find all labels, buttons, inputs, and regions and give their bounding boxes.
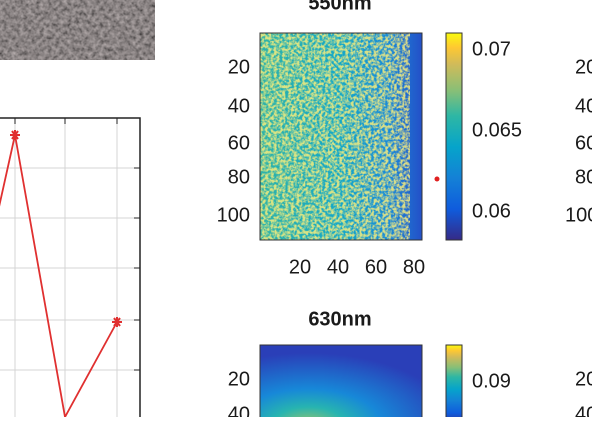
- colorbar-tick-label: 0.06: [472, 200, 511, 222]
- x-tick-label: 20: [289, 256, 311, 278]
- y-tick-label: 40: [575, 95, 592, 117]
- colorbar-tick-label: 0.09: [472, 370, 511, 392]
- y-tick-label: 40: [228, 95, 250, 117]
- heatmap-frame: [259, 32, 423, 241]
- y-tick-label: 20: [575, 368, 592, 390]
- panel-title: 630nm: [308, 308, 371, 330]
- colorbar: [445, 32, 463, 241]
- y-tick-label: 80: [228, 166, 250, 188]
- y-tick-label: 20: [575, 56, 592, 78]
- marker-dot: [434, 176, 440, 182]
- colorbar: [445, 344, 463, 422]
- y-tick-label: 40: [228, 403, 250, 417]
- y-tick-label: 100: [217, 204, 250, 226]
- y-tick-label: 20: [228, 56, 250, 78]
- heatmap-speckle: [260, 33, 410, 240]
- x-tick-label: 60: [365, 256, 387, 278]
- panel-title: 550nm: [308, 0, 371, 14]
- y-tick-label: 80: [575, 166, 592, 188]
- y-tick-label: 100: [565, 204, 592, 226]
- y-tick-label: 40: [575, 403, 592, 417]
- colorbar-tick-label: 0.065: [472, 119, 522, 141]
- x-tick-label: 80: [403, 256, 425, 278]
- colorbar-tick-label: 0.07: [472, 38, 511, 60]
- y-tick-label: 60: [228, 132, 250, 154]
- line-plot: [0, 117, 141, 420]
- x-tick-label: 40: [327, 256, 349, 278]
- y-tick-label: 20: [228, 368, 250, 390]
- y-tick-label: 60: [575, 132, 592, 154]
- photo-texture: [0, 0, 155, 60]
- heatmap: [259, 344, 423, 422]
